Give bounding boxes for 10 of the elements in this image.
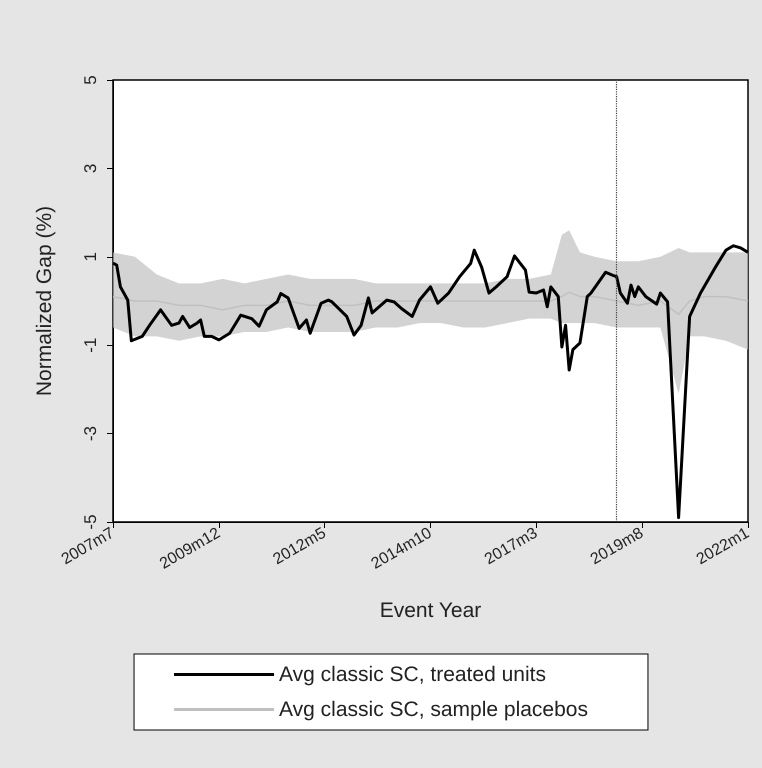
y-tick-label: 3: [81, 164, 100, 174]
y-tick-label: -3: [81, 426, 100, 442]
y-tick-label: 5: [81, 75, 100, 85]
y-tick-label: -1: [81, 338, 100, 353]
y-tick-label: -5: [81, 514, 100, 530]
legend-label: Avg classic SC, treated units: [279, 663, 546, 686]
x-axis-title: Event Year: [380, 599, 482, 622]
legend-label: Avg classic SC, sample placebos: [279, 698, 588, 721]
y-axis-title: Normalized Gap (%): [33, 206, 56, 396]
y-tick-label: 1: [81, 252, 100, 262]
